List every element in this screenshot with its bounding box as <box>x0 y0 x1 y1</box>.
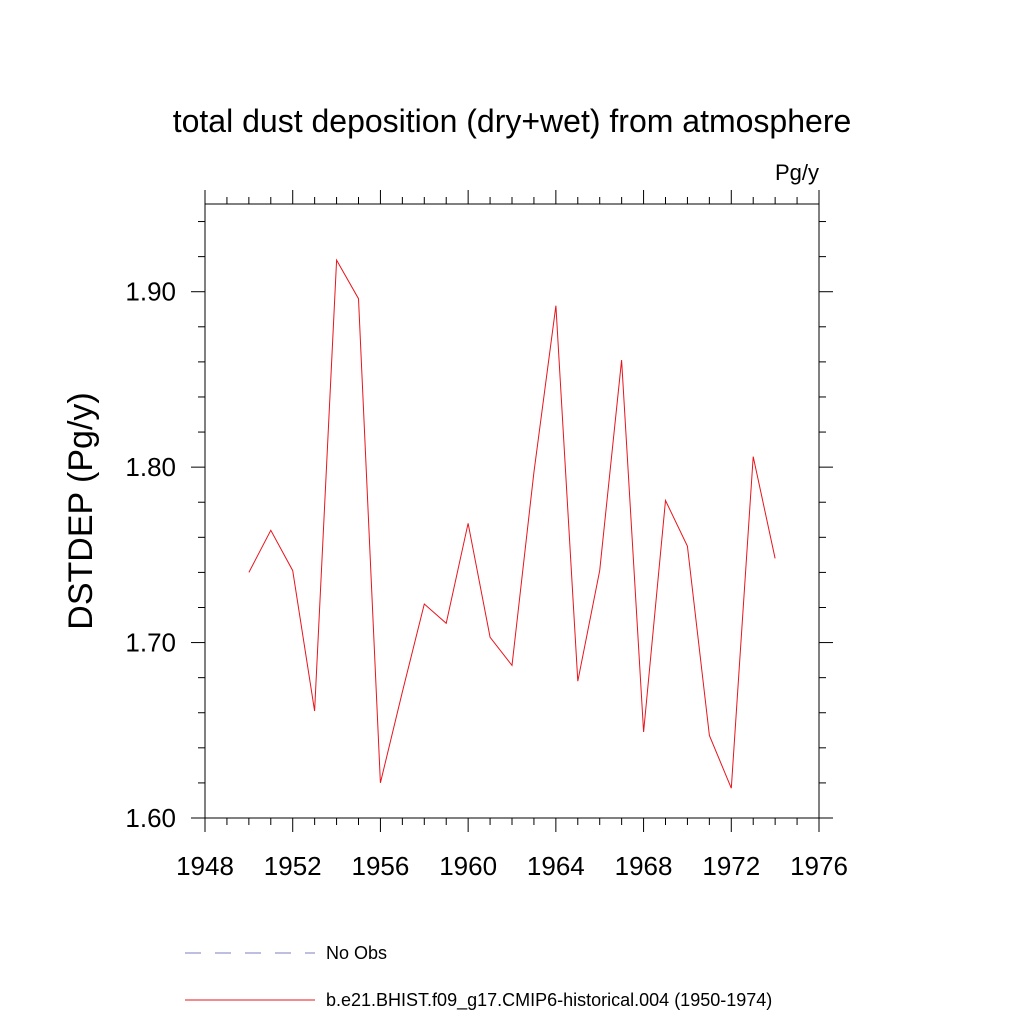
axis-ticks <box>191 190 833 832</box>
chart-title: total dust deposition (dry+wet) from atm… <box>173 103 852 139</box>
y-tick-label: 1.70 <box>125 628 176 658</box>
legend-label-historical: b.e21.BHIST.f09_g17.CMIP6-historical.004… <box>326 990 772 1011</box>
x-tick-label: 1948 <box>176 851 234 881</box>
data-series <box>248 258 776 789</box>
series-line <box>248 258 776 789</box>
x-tick-label: 1976 <box>790 851 848 881</box>
x-tick-labels: 1948 1952 1956 1960 1964 1968 1972 1976 <box>176 851 848 881</box>
x-tick-label: 1964 <box>527 851 585 881</box>
legend-label-no-obs: No Obs <box>326 943 387 963</box>
y-tick-label: 1.60 <box>125 803 176 833</box>
plot-frame <box>204 203 820 819</box>
x-tick-label: 1956 <box>352 851 410 881</box>
legend: No Obs b.e21.BHIST.f09_g17.CMIP6-histori… <box>185 943 772 1011</box>
x-tick-label: 1968 <box>615 851 673 881</box>
y-tick-label: 1.80 <box>125 452 176 482</box>
x-tick-label: 1960 <box>439 851 497 881</box>
x-tick-label: 1972 <box>702 851 760 881</box>
units-label: Pg/y <box>775 160 819 185</box>
y-tick-label: 1.90 <box>125 277 176 307</box>
y-axis-label: DSTDEP (Pg/y) <box>62 392 100 629</box>
y-tick-labels: 1.60 1.70 1.80 1.90 <box>125 277 176 833</box>
x-tick-label: 1952 <box>264 851 322 881</box>
